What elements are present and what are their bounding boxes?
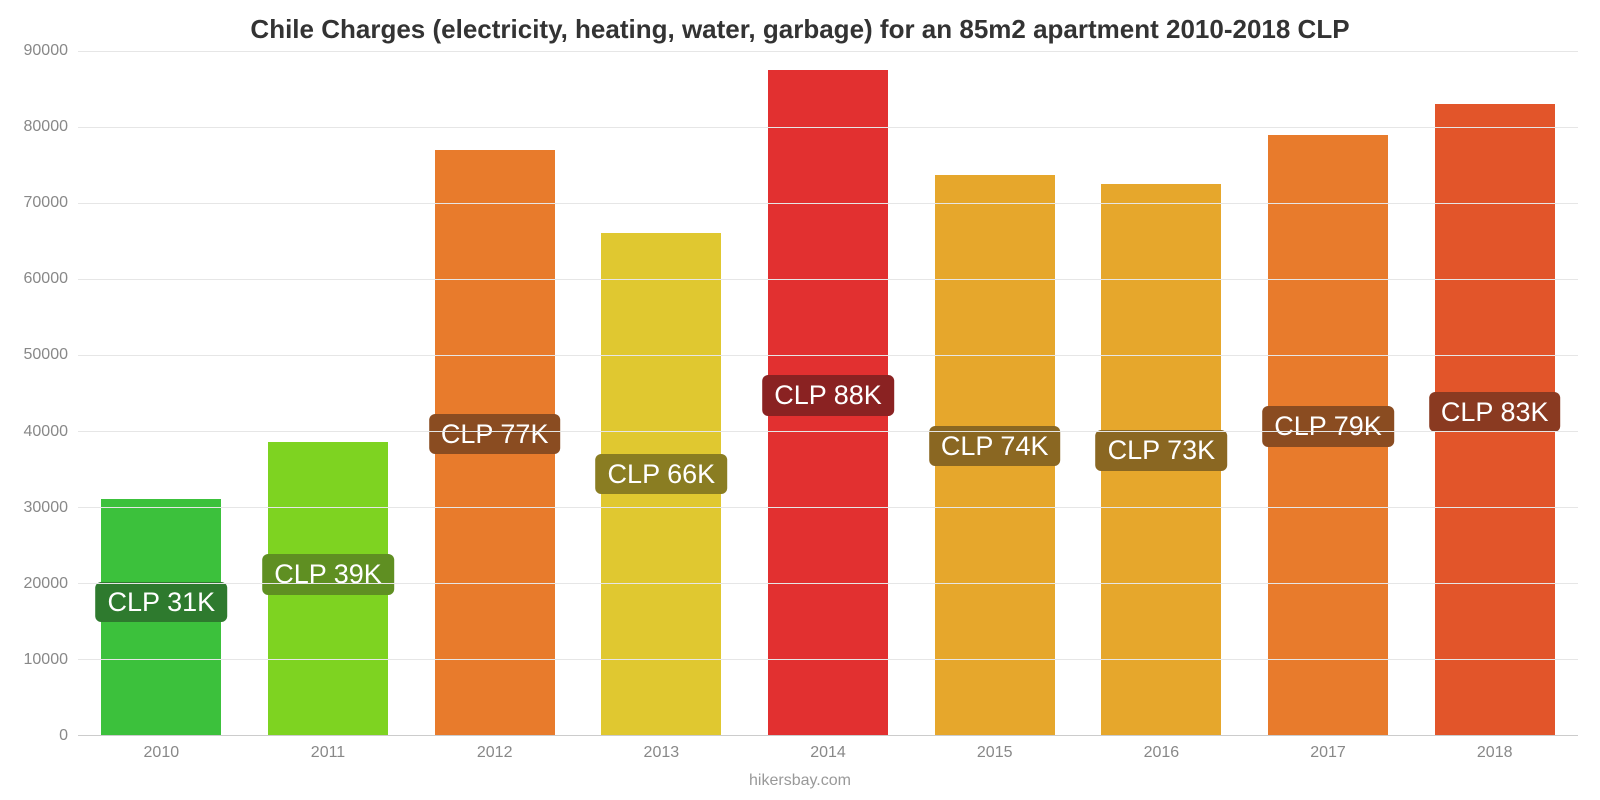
x-tick-label: 2011 (245, 736, 412, 772)
bar-slot: CLP 77K (411, 51, 578, 735)
x-axis-row: 201020112012201320142015201620172018 (0, 736, 1600, 772)
y-tick-label: 40000 (24, 423, 69, 441)
y-tick-label: 30000 (24, 499, 69, 517)
bar-slot: CLP 74K (911, 51, 1078, 735)
bar-slot: CLP 73K (1078, 51, 1245, 735)
x-tick-label: 2010 (78, 736, 245, 772)
bar: CLP 79K (1268, 135, 1388, 735)
bar: CLP 39K (268, 442, 388, 735)
bar: CLP 77K (435, 150, 555, 735)
bar-value-label: CLP 79K (1262, 406, 1394, 446)
bar: CLP 83K (1435, 104, 1555, 735)
grid-line (78, 583, 1578, 584)
grid-line (78, 431, 1578, 432)
bar-slot: CLP 83K (1411, 51, 1578, 735)
x-tick-label: 2015 (911, 736, 1078, 772)
bar-value-label: CLP 39K (262, 554, 394, 594)
chart-title: Chile Charges (electricity, heating, wat… (0, 0, 1600, 51)
y-tick-label: 60000 (24, 270, 69, 288)
bar-value-label: CLP 31K (96, 582, 228, 622)
y-tick-label: 70000 (24, 194, 69, 212)
bars-group: CLP 31K CLP 39K CLP 77K CLP 66K CLP 88K CLP 7… (78, 51, 1578, 735)
chart-container: Chile Charges (electricity, heating, wat… (0, 0, 1600, 800)
bar-slot: CLP 88K (745, 51, 912, 735)
grid-line (78, 127, 1578, 128)
bar-slot: CLP 79K (1245, 51, 1412, 735)
grid-line (78, 203, 1578, 204)
y-tick-label: 0 (59, 727, 68, 745)
y-tick-label: 10000 (24, 651, 69, 669)
bar-value-label: CLP 83K (1429, 392, 1561, 432)
bar: CLP 88K (768, 70, 888, 735)
grid-line (78, 279, 1578, 280)
grid-line (78, 659, 1578, 660)
y-tick-label: 50000 (24, 346, 69, 364)
y-tick-label: 80000 (24, 118, 69, 136)
bar-slot: CLP 31K (78, 51, 245, 735)
x-tick-label: 2016 (1078, 736, 1245, 772)
x-tick-label: 2014 (745, 736, 912, 772)
x-tick-label: 2017 (1245, 736, 1412, 772)
x-tick-label: 2012 (411, 736, 578, 772)
plot-area: CLP 31K CLP 39K CLP 77K CLP 66K CLP 88K CLP 7… (78, 51, 1578, 736)
bar: CLP 73K (1101, 184, 1221, 735)
x-tick-label: 2018 (1411, 736, 1578, 772)
bar-slot: CLP 66K (578, 51, 745, 735)
y-tick-label: 90000 (24, 42, 69, 60)
grid-line (78, 507, 1578, 508)
bar: CLP 31K (101, 499, 221, 735)
bar: CLP 74K (935, 175, 1055, 735)
bar-value-label: CLP 73K (1096, 430, 1228, 470)
x-tick-label: 2013 (578, 736, 745, 772)
y-axis: 0100002000030000400005000060000700008000… (0, 51, 78, 736)
grid-line (78, 355, 1578, 356)
grid-line (78, 51, 1578, 52)
bar-value-label: CLP 66K (596, 454, 728, 494)
x-axis-labels: 201020112012201320142015201620172018 (78, 736, 1578, 772)
bar-value-label: CLP 88K (762, 375, 894, 415)
y-tick-label: 20000 (24, 575, 69, 593)
bar-value-label: CLP 77K (429, 414, 561, 454)
plot-row: 0100002000030000400005000060000700008000… (0, 51, 1600, 736)
chart-footer: hikersbay.com (0, 772, 1600, 800)
bar-slot: CLP 39K (245, 51, 412, 735)
